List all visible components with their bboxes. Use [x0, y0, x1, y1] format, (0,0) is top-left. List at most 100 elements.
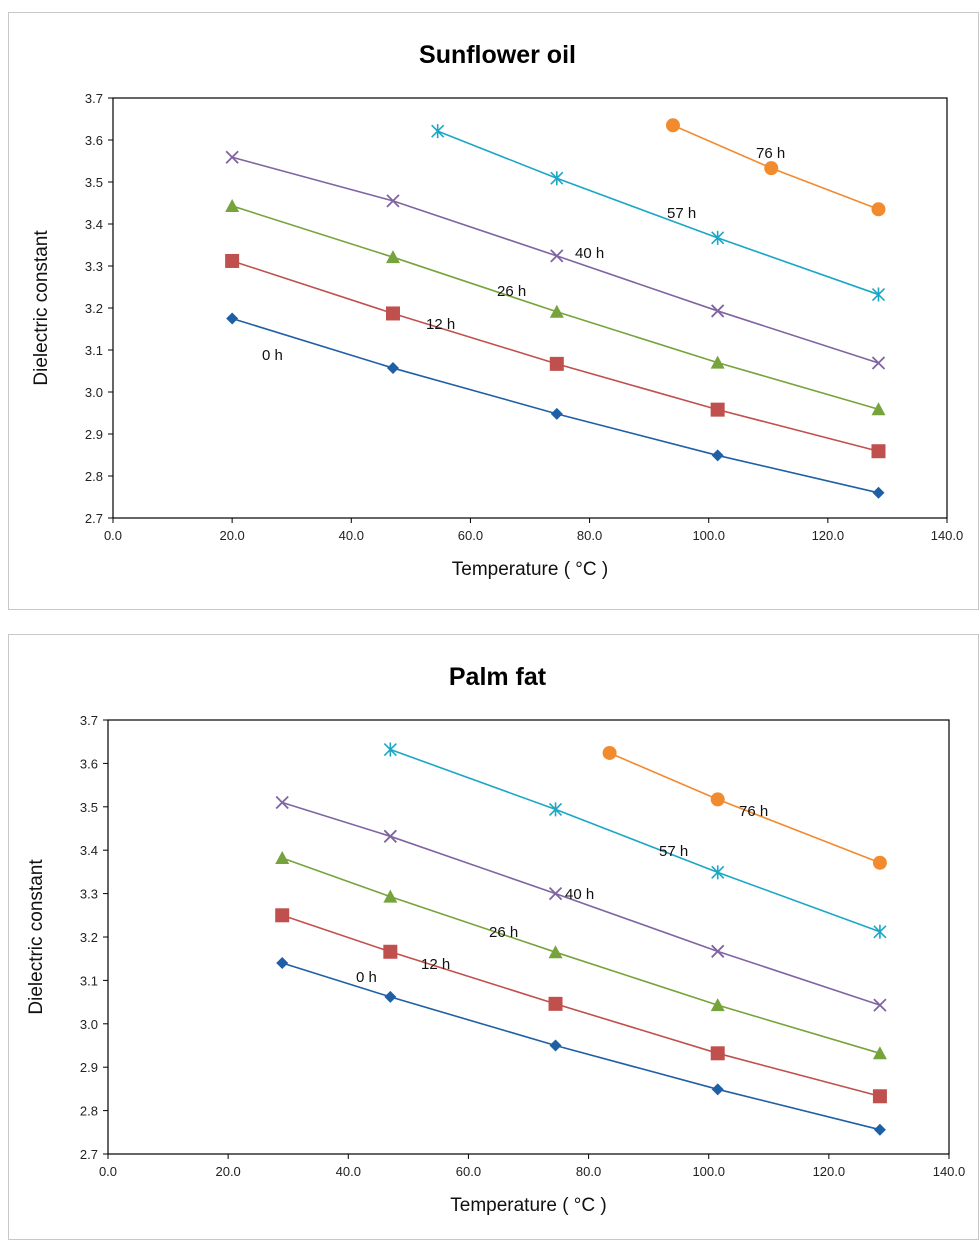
y-tick-label: 2.9 [80, 1060, 98, 1075]
series-label: 0 h [262, 347, 283, 364]
series-12-h-point [710, 1046, 725, 1061]
series-0-h-point [226, 312, 239, 325]
series-12-h [225, 253, 886, 459]
series-0-h-point [711, 449, 724, 462]
series-12-h-point [385, 306, 400, 321]
series-12-h-line [231, 260, 879, 452]
series-12-h-point [710, 402, 725, 417]
series-12-h-point [548, 996, 563, 1011]
series-0-h-point [384, 990, 397, 1003]
series-40-h-point [548, 886, 563, 901]
series-26-h-point [710, 998, 725, 1012]
series-57-h-point [873, 924, 887, 939]
palm-fat-chart: Palm fat 2.7 2.8 2.9 3.0 3.1 3.2 3.3 3.4 3.5 3.6 3.… [26, 663, 966, 1216]
x-tick-label: 120.0 [812, 528, 845, 543]
series-label: 40 h [575, 245, 604, 262]
series-0-h-point [872, 486, 885, 499]
series-0-h-line [231, 317, 879, 494]
series-40-h-point [386, 194, 400, 208]
series-40-h-point [275, 795, 289, 810]
series-76-h-point [764, 161, 779, 176]
series-26-h-point [710, 355, 725, 369]
series-57-h [383, 742, 887, 939]
series-12-h-point [383, 944, 398, 959]
series-40-h-point [711, 304, 725, 318]
series-label: 57 h [659, 843, 688, 860]
x-tick-label: 20.0 [219, 528, 244, 543]
sunflower-oil-chart: Sunflower oil 2.7 2.8 2.9 3.0 3.1 3.2 3.3 3.4 3.5… [31, 41, 963, 580]
series-26-h [275, 851, 887, 1060]
series-40-h-point [711, 944, 725, 958]
series-label: 26 h [489, 924, 518, 941]
series-12-h-point [872, 1089, 887, 1104]
x-tick-label: 100.0 [692, 528, 725, 543]
series-12-h-point [225, 253, 240, 268]
y-tick-label: 3.1 [80, 973, 98, 988]
series-57-h-line [437, 130, 879, 296]
x-tick-label: 140.0 [933, 1164, 966, 1179]
chart-panel-palm-fat: Palm fat 2.7 2.8 2.9 3.0 3.1 3.2 3.3 3.4 3.5 3.6 3.… [8, 634, 979, 1240]
plot-area [112, 97, 948, 519]
series-76-h-point [710, 792, 725, 807]
y-tick-label: 2.8 [85, 469, 103, 484]
x-tick-label: 0.0 [104, 528, 122, 543]
series-26-h-point [872, 1046, 887, 1060]
chart-panel-sunflower-oil: Sunflower oil 2.7 2.8 2.9 3.0 3.1 3.2 3.3 3.4 3.5… [8, 12, 979, 610]
series-26-h-point [548, 945, 563, 959]
x-tick-label: 100.0 [692, 1164, 725, 1179]
series-26-h [225, 198, 886, 416]
y-tick-label: 3.0 [85, 385, 103, 400]
series-40-h-point [550, 249, 564, 263]
y-tick-label: 3.4 [80, 843, 98, 858]
series-57-h-line [390, 748, 881, 933]
plot-area [107, 719, 950, 1155]
series-57-h-point [431, 124, 445, 139]
series-0-h-point [873, 1123, 886, 1136]
chart-title: Palm fat [449, 663, 547, 691]
series-label: 76 h [756, 145, 785, 162]
x-axis-title: Temperature ( °C ) [450, 1195, 606, 1216]
series-57-h-point [548, 802, 563, 817]
series-label: 26 h [497, 283, 526, 300]
y-tick-label: 3.1 [85, 343, 103, 358]
series-label: 12 h [426, 316, 455, 333]
y-tick-label: 3.5 [85, 175, 103, 190]
series-0-h-point [711, 1083, 724, 1096]
x-tick-label: 120.0 [813, 1164, 846, 1179]
y-axis-title: Dielectric constant [26, 859, 47, 1015]
series-57-h-point [550, 171, 564, 186]
x-tick-label: 60.0 [456, 1164, 481, 1179]
series-26-h-point [549, 304, 564, 318]
series-57-h-point [871, 287, 886, 302]
series-label: 76 h [739, 803, 768, 820]
y-tick-label: 3.7 [80, 713, 98, 728]
series-0-h-point [276, 957, 289, 970]
y-tick-label: 3.7 [85, 91, 103, 106]
y-tick-label: 3.3 [85, 259, 103, 274]
series-0-h-point [386, 362, 399, 375]
y-tick-label: 3.5 [80, 800, 98, 815]
series-0-h-line [281, 962, 881, 1131]
series-12-h [275, 908, 887, 1104]
series-26-h-point [383, 889, 398, 903]
series-label: 40 h [565, 886, 594, 903]
series-76-h [602, 745, 887, 870]
y-tick-label: 2.7 [80, 1147, 98, 1162]
x-tick-label: 40.0 [339, 528, 364, 543]
series-40-h-point [871, 356, 886, 370]
x-tick-label: 80.0 [576, 1164, 601, 1179]
series-26-h-point [275, 851, 290, 865]
series-76-h-point [872, 855, 887, 870]
y-tick-label: 3.3 [80, 887, 98, 902]
series-0-h-point [549, 1039, 562, 1052]
series-26-h-point [225, 198, 240, 212]
series-40-h-point [873, 998, 887, 1012]
x-axis-title: Temperature ( °C ) [452, 559, 608, 580]
y-tick-label: 3.0 [80, 1017, 98, 1032]
chart-title: Sunflower oil [419, 41, 576, 69]
series-76-h-point [665, 118, 680, 133]
series-label: 0 h [356, 969, 377, 986]
series-12-h-point [275, 908, 290, 923]
series-40-h-point [225, 150, 239, 164]
y-tick-label: 3.4 [85, 217, 103, 232]
